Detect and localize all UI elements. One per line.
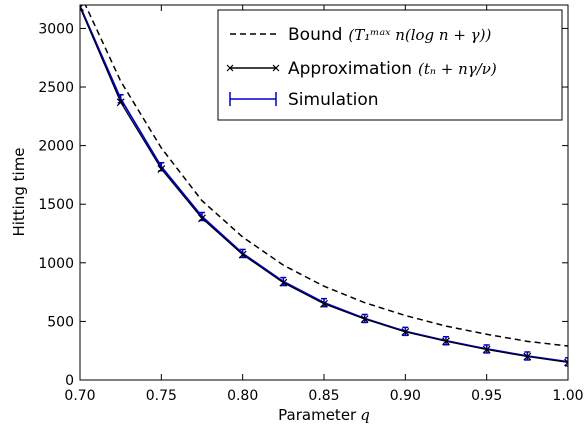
legend-bound-label: Bound (T₁ᵐᵃˣ n(log n + γ)) xyxy=(288,25,491,45)
legend-simulation-swatch xyxy=(229,92,277,106)
approximation-point xyxy=(116,98,125,107)
approximation-point xyxy=(482,345,491,354)
approximation-point xyxy=(523,352,532,361)
bound-series-line xyxy=(84,5,568,347)
x-tick-label: 0.80 xyxy=(227,388,258,404)
x-axis-title-text: Parameter xyxy=(278,406,357,424)
approximation-point xyxy=(198,214,206,223)
legend-bound-name: Bound xyxy=(288,25,342,45)
x-axis-title: Parameter q xyxy=(278,406,370,424)
y-tick-label: 1500 xyxy=(38,197,74,213)
approximation-point xyxy=(157,165,166,173)
legend-approximation-marker-right xyxy=(272,64,280,72)
x-tick-label: 0.75 xyxy=(146,388,177,404)
y-tick-label: 3000 xyxy=(38,21,74,37)
y-tick-label: 0 xyxy=(65,373,74,389)
approximation-point xyxy=(360,315,369,323)
y-axis-title: Hitting time xyxy=(10,147,28,236)
legend: Bound (T₁ᵐᵃˣ n(log n + γ)) Approximation (… xyxy=(217,9,563,121)
approximation-point xyxy=(279,278,288,287)
simulation-errorbar xyxy=(565,357,568,367)
approximation-point xyxy=(401,328,410,336)
approximation-point xyxy=(238,250,247,259)
x-tick-label: 0.95 xyxy=(471,388,502,404)
y-tick-label: 500 xyxy=(47,314,74,330)
x-tick-label: 0.90 xyxy=(390,388,421,404)
legend-approximation-name: Approximation xyxy=(288,59,412,79)
x-tick-label: 0.70 xyxy=(64,388,95,404)
legend-simulation-label: Simulation xyxy=(288,90,379,110)
y-tick-label: 2500 xyxy=(38,80,74,96)
approximation-point xyxy=(442,337,450,346)
approximation-point xyxy=(564,358,568,367)
y-tick-label: 2000 xyxy=(38,139,74,155)
x-axis-title-symbol: q xyxy=(360,406,370,424)
legend-approximation-formula: (tₙ + nγ/ν) xyxy=(418,60,497,78)
y-tick-label: 1000 xyxy=(38,256,74,272)
x-tick-label: 0.85 xyxy=(308,388,339,404)
legend-approximation-label: Approximation (tₙ + nγ/ν) xyxy=(288,59,497,79)
legend-bound-formula: (T₁ᵐᵃˣ n(log n + γ)) xyxy=(348,26,491,44)
x-tick-label: 1.00 xyxy=(552,388,583,404)
legend-approximation-marker-left xyxy=(226,64,234,72)
axis-ticks: 0.70 0.75 0.80 0.85 0.90 0.95 1.00 0 500 1000 1500… xyxy=(38,5,584,404)
approximation-point xyxy=(320,299,328,308)
plot-marks xyxy=(80,5,568,367)
